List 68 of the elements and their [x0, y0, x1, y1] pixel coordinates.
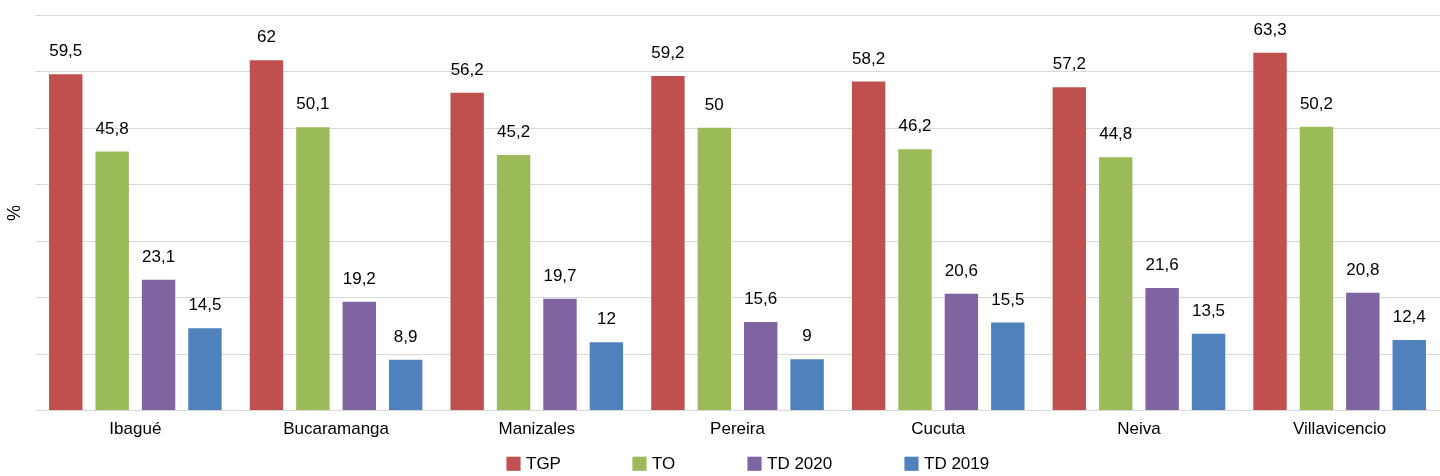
x-tick-label: Cucuta: [911, 418, 966, 438]
data-label: 8,9: [393, 326, 418, 346]
data-label: 20,8: [1346, 259, 1380, 279]
data-label: 19,7: [543, 265, 577, 285]
bar: [1145, 288, 1179, 410]
bar: [898, 149, 932, 410]
data-label: 14,5: [188, 295, 222, 315]
bar: [543, 298, 577, 410]
data-label: 15,6: [744, 288, 778, 308]
data-label: 59,5: [49, 41, 83, 61]
legend-label: TO: [652, 453, 676, 473]
data-label: 58,2: [852, 48, 886, 68]
data-label: 44,8: [1099, 124, 1133, 144]
bar: [342, 301, 376, 410]
bar: [49, 74, 83, 410]
bar: [651, 75, 685, 410]
bar: [1253, 52, 1287, 410]
data-label: 23,1: [142, 246, 176, 266]
x-tick-label: Villavicencio: [1293, 418, 1387, 438]
data-label: 46,2: [898, 116, 932, 136]
bar: [1346, 292, 1380, 410]
bar: [188, 328, 222, 410]
data-label: 63,3: [1253, 19, 1287, 39]
bar: [1052, 87, 1087, 410]
data-label: 21,6: [1145, 255, 1179, 275]
bar: [1099, 157, 1133, 410]
data-label: 15,5: [991, 289, 1025, 309]
data-label: 13,5: [1191, 300, 1226, 320]
data-label: 62: [257, 27, 276, 47]
data-label: 50,2: [1299, 93, 1333, 113]
legend-label: TD 2019: [924, 453, 990, 473]
data-label: 50,1: [296, 94, 330, 114]
bar: [944, 293, 979, 410]
data-label: 57,2: [1052, 54, 1086, 74]
x-tick-label: Ibagué: [109, 418, 162, 438]
bar: [450, 92, 484, 410]
bar: [496, 154, 531, 410]
legend-label: TGP: [526, 453, 561, 473]
bar: [991, 322, 1025, 410]
data-label: 45,2: [497, 121, 531, 141]
data-label: 59,2: [651, 42, 685, 62]
bar: [790, 359, 824, 410]
bar: [388, 359, 423, 410]
bar: [95, 151, 129, 410]
bar: [589, 342, 624, 410]
x-tick-label: Manizales: [498, 418, 576, 438]
bar: [296, 127, 330, 410]
x-tick-label: Neiva: [1117, 418, 1162, 438]
data-label: 20,6: [944, 260, 978, 280]
bar: [744, 321, 778, 410]
bar: [141, 279, 176, 410]
data-label: 56,2: [450, 59, 484, 79]
bar: [1392, 340, 1426, 410]
y-axis-title: %: [3, 204, 24, 222]
data-label: 19,2: [342, 268, 376, 288]
bar: [249, 60, 284, 410]
data-label: 12: [596, 309, 616, 329]
bar: [697, 127, 731, 410]
bar: [1299, 126, 1334, 410]
bar: [851, 81, 886, 410]
data-label: 12,4: [1392, 307, 1426, 327]
x-tick-label: Bucaramanga: [283, 418, 390, 438]
data-label: 45,8: [95, 118, 129, 138]
bar: [1191, 333, 1226, 410]
x-tick-label: Pereira: [710, 418, 766, 438]
legend-label: TD 2020: [767, 453, 833, 473]
data-label: 50: [704, 94, 724, 114]
data-label: 9: [802, 326, 812, 346]
